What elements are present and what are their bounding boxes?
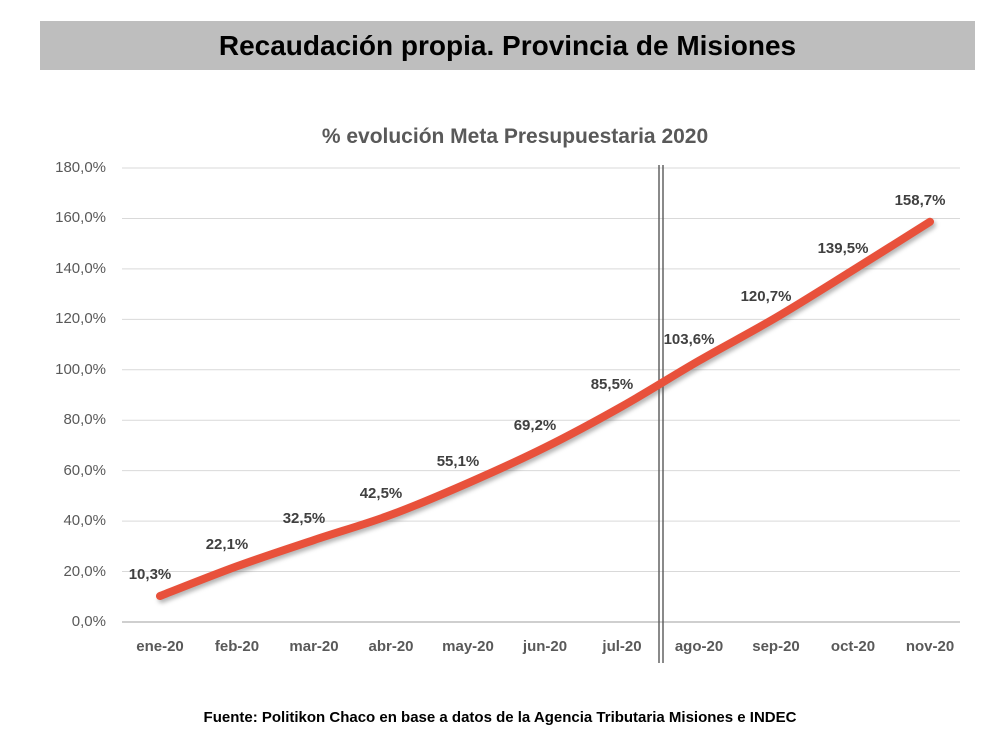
x-tick-label: abr-20 <box>368 638 414 655</box>
point-label: 69,2% <box>513 417 557 435</box>
point-label: 103,6% <box>663 330 715 348</box>
source-note: Fuente: Politikon Chaco en base a datos … <box>203 709 797 726</box>
y-tick-label: 40,0% <box>63 512 106 530</box>
x-tick-label: oct-20 <box>830 638 876 655</box>
y-tick-label: 180,0% <box>55 159 106 176</box>
x-tick-label: ago-20 <box>674 638 724 655</box>
x-tick-label: jun-20 <box>522 638 568 655</box>
point-label: 10,3% <box>128 566 172 584</box>
x-tick-label: may-20 <box>442 638 494 655</box>
report-title: Recaudación propia. Provincia de Misione… <box>218 29 797 61</box>
point-label: 120,7% <box>740 287 792 305</box>
period-separator <box>658 165 664 663</box>
x-tick-label: jul-20 <box>602 638 642 655</box>
point-label: 139,5% <box>817 240 869 258</box>
data-series <box>156 217 934 601</box>
y-tick-label: 160,0% <box>55 209 106 227</box>
point-label: 42,5% <box>359 484 403 502</box>
x-tick-label: nov-20 <box>905 638 955 655</box>
y-tick-label: 0,0% <box>71 613 106 630</box>
point-label: 158,7% <box>894 191 946 209</box>
point-label: 55,1% <box>436 453 480 471</box>
y-tick-label: 100,0% <box>55 360 106 378</box>
y-tick-label: 140,0% <box>55 259 106 277</box>
y-tick-label: 80,0% <box>63 411 106 429</box>
y-tick-label: 120,0% <box>55 310 106 328</box>
chart-title: % evolución Meta Presupuestaria 2020 <box>321 125 709 148</box>
x-tick-label: ene-20 <box>136 638 184 655</box>
report-title-bar: Recaudación propia. Provincia de Misione… <box>40 21 975 70</box>
gridlines <box>122 167 960 623</box>
y-tick-label: 20,0% <box>63 562 106 580</box>
x-tick-label: mar-20 <box>289 638 339 655</box>
x-tick-label: sep-20 <box>752 638 800 655</box>
point-label: 32,5% <box>282 510 326 528</box>
series-line <box>156 217 934 601</box>
point-label: 85,5% <box>590 376 634 394</box>
point-label: 22,1% <box>205 536 249 554</box>
y-tick-label: 60,0% <box>63 461 106 479</box>
x-tick-label: feb-20 <box>214 638 260 655</box>
